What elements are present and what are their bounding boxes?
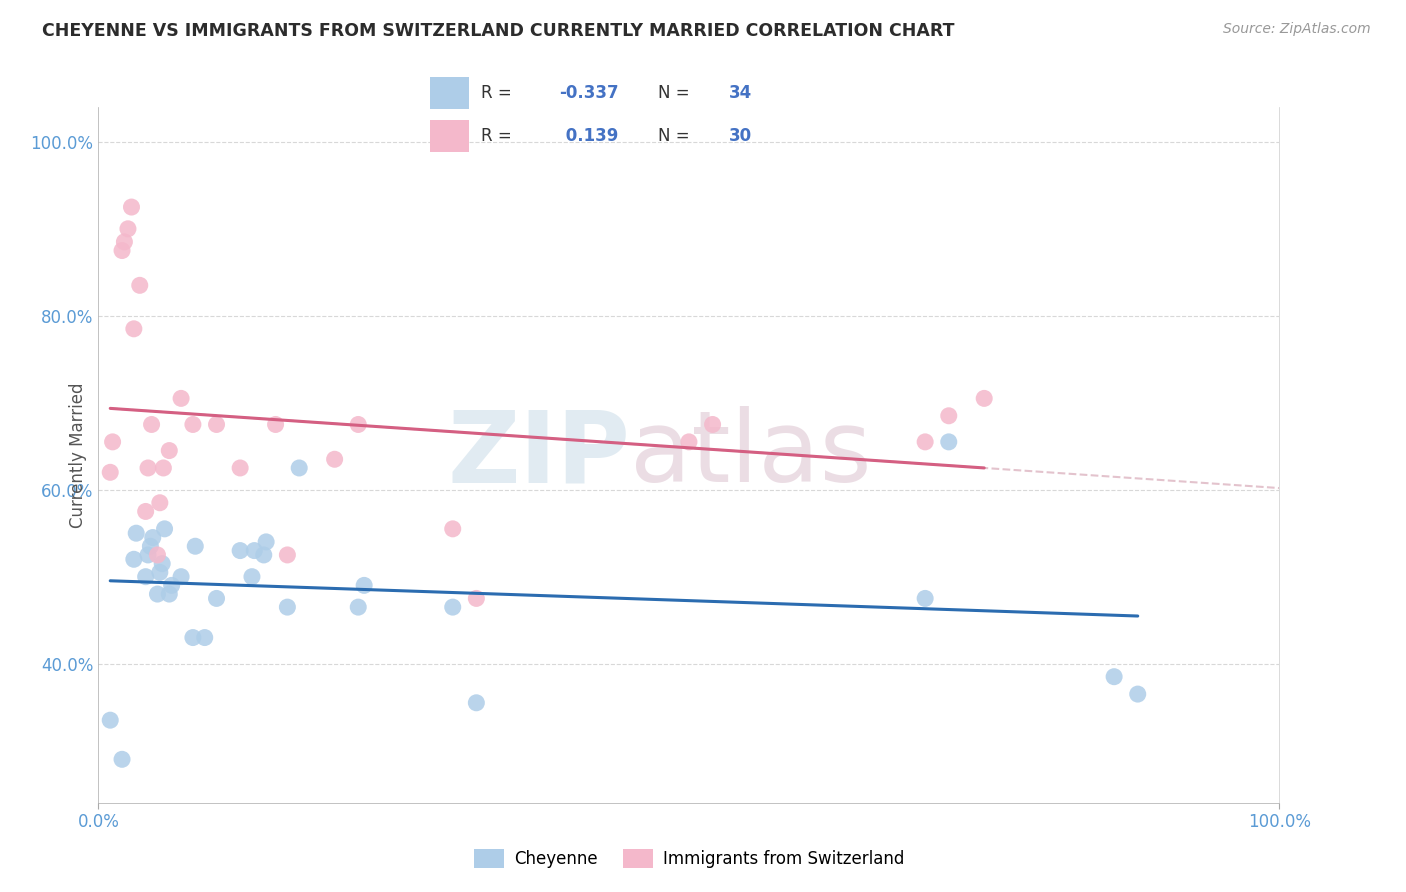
Point	[150, 557, 173, 571]
Point	[353, 578, 375, 592]
Point	[157, 443, 180, 458]
Point	[973, 392, 995, 406]
Point	[136, 461, 159, 475]
Text: 30: 30	[728, 127, 752, 145]
Point	[914, 591, 936, 606]
Point	[240, 569, 263, 583]
Point	[160, 578, 183, 592]
Point	[229, 543, 252, 558]
Point	[98, 465, 121, 479]
Point	[122, 552, 145, 566]
Point	[205, 417, 228, 432]
Point	[135, 569, 157, 583]
Point	[205, 591, 228, 606]
Text: N =: N =	[658, 85, 689, 103]
Y-axis label: Currently Married: Currently Married	[69, 382, 87, 528]
Point	[146, 548, 169, 562]
Text: R =: R =	[481, 127, 512, 145]
Point	[1102, 670, 1125, 684]
Point	[111, 244, 134, 258]
Point	[465, 696, 488, 710]
Point	[253, 548, 276, 562]
Text: 34: 34	[728, 85, 752, 103]
FancyBboxPatch shape	[430, 120, 470, 152]
Point	[149, 496, 172, 510]
Point	[122, 322, 145, 336]
Point	[323, 452, 346, 467]
Point	[347, 417, 370, 432]
Point	[153, 522, 176, 536]
Point	[121, 200, 143, 214]
Point	[181, 631, 204, 645]
Point	[254, 534, 277, 549]
Point	[264, 417, 287, 432]
Point	[170, 569, 193, 583]
Point	[170, 392, 193, 406]
FancyBboxPatch shape	[430, 78, 470, 110]
Point	[678, 434, 700, 449]
Point	[141, 417, 163, 432]
Point	[181, 417, 204, 432]
Point	[1126, 687, 1149, 701]
Point	[702, 417, 724, 432]
Text: atlas: atlas	[630, 407, 872, 503]
Point	[125, 526, 148, 541]
Point	[111, 752, 134, 766]
Point	[98, 713, 121, 727]
Text: ZIP: ZIP	[447, 407, 630, 503]
Point	[288, 461, 311, 475]
Point	[136, 548, 159, 562]
Point	[914, 434, 936, 449]
Point	[194, 631, 217, 645]
Point	[184, 539, 207, 553]
Point	[276, 600, 298, 615]
Point	[142, 531, 165, 545]
Text: R =: R =	[481, 85, 512, 103]
Point	[135, 504, 157, 518]
Point	[276, 548, 298, 562]
Legend: Cheyenne, Immigrants from Switzerland: Cheyenne, Immigrants from Switzerland	[467, 842, 911, 874]
Point	[938, 434, 960, 449]
Text: 0.139: 0.139	[560, 127, 619, 145]
Point	[938, 409, 960, 423]
Point	[243, 543, 266, 558]
Point	[441, 522, 464, 536]
Text: CHEYENNE VS IMMIGRANTS FROM SWITZERLAND CURRENTLY MARRIED CORRELATION CHART: CHEYENNE VS IMMIGRANTS FROM SWITZERLAND …	[42, 22, 955, 40]
Text: Source: ZipAtlas.com: Source: ZipAtlas.com	[1223, 22, 1371, 37]
Point	[347, 600, 370, 615]
Point	[441, 600, 464, 615]
Point	[101, 434, 124, 449]
Point	[112, 235, 135, 249]
Point	[117, 222, 139, 236]
Point	[149, 566, 172, 580]
Point	[152, 461, 174, 475]
Text: N =: N =	[658, 127, 689, 145]
Point	[128, 278, 150, 293]
Point	[146, 587, 169, 601]
Point	[157, 587, 180, 601]
Text: -0.337: -0.337	[560, 85, 619, 103]
Point	[229, 461, 252, 475]
Point	[465, 591, 488, 606]
Point	[139, 539, 162, 553]
